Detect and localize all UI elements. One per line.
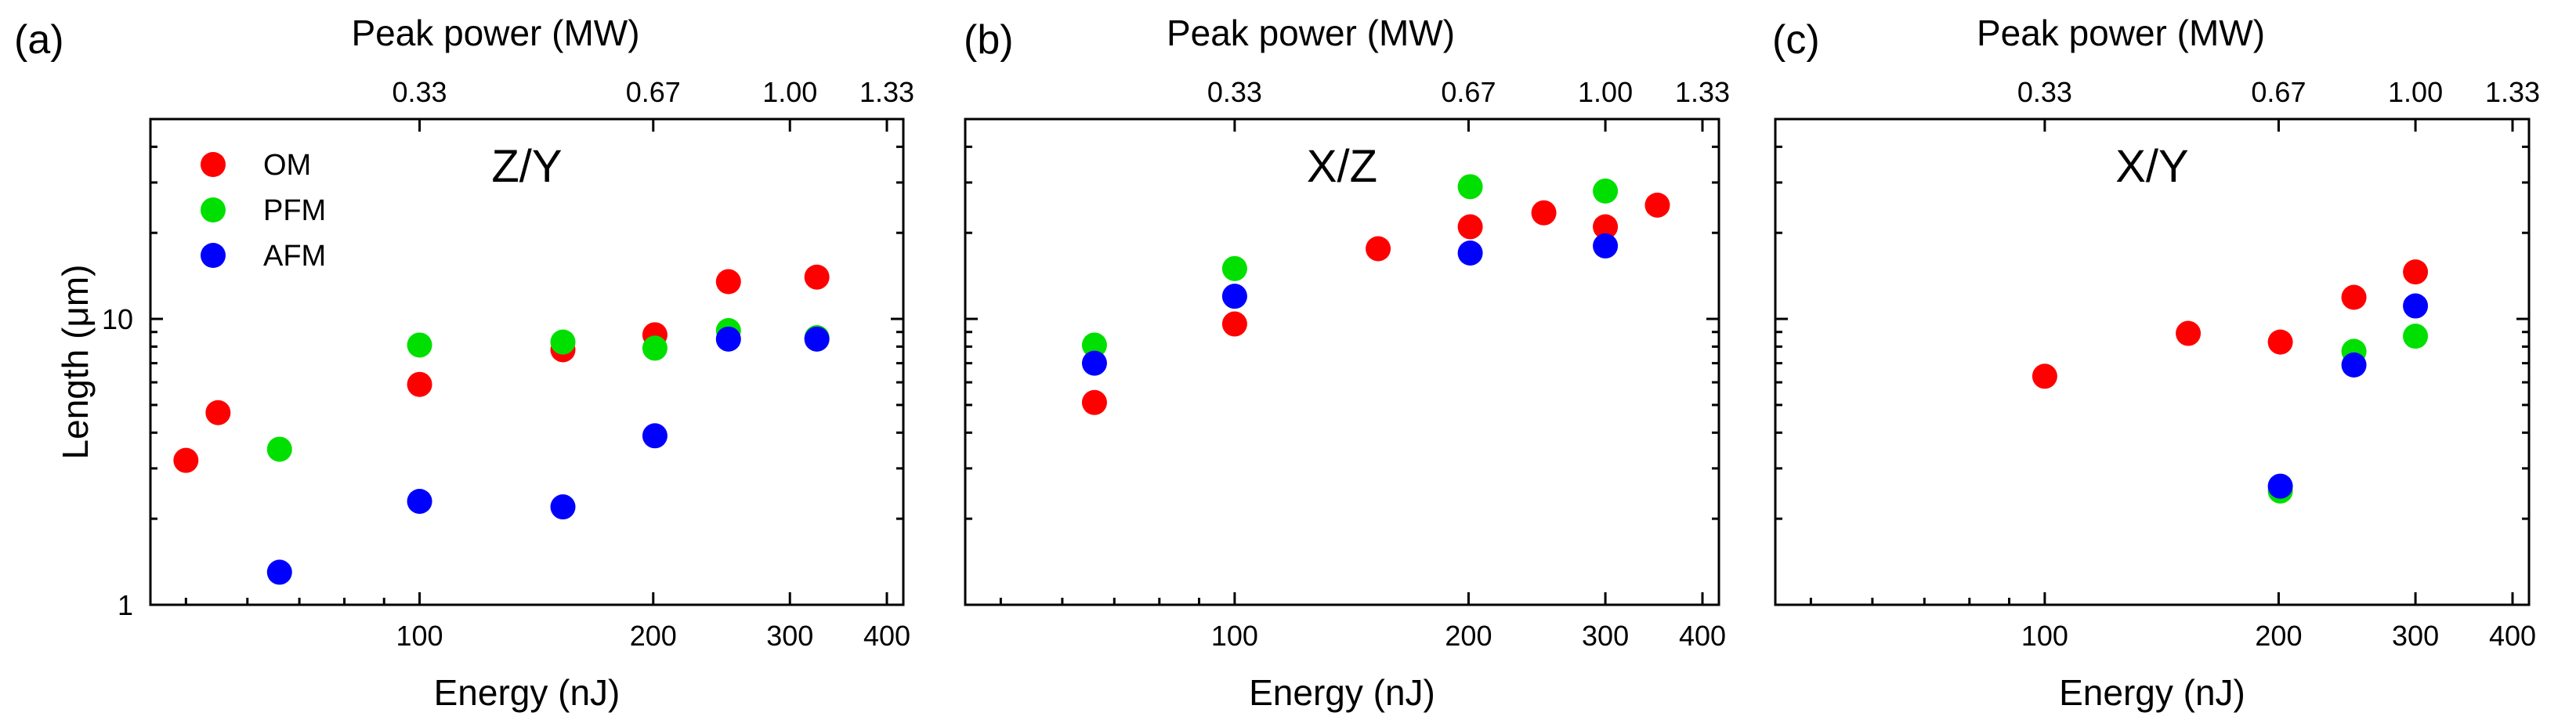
x-tick-label: 300 (1582, 620, 1629, 652)
x-tick-label: 300 (2392, 620, 2439, 652)
x-tick-label: 300 (766, 620, 813, 652)
x-axis-title: Energy (nJ) (434, 672, 620, 713)
x-tick-label: 200 (630, 620, 677, 652)
point-afm (266, 559, 292, 585)
top-tick-label: 0.33 (393, 76, 447, 108)
top-tick-label: 1.33 (2485, 76, 2540, 108)
point-afm (2403, 293, 2429, 319)
plot-frame (149, 118, 905, 606)
point-afm (2267, 473, 2293, 499)
point-om (1644, 192, 1670, 218)
point-afm (1457, 240, 1483, 266)
point-om (407, 371, 432, 397)
point-pfm (266, 436, 292, 462)
top-tick-label: 1.00 (2388, 76, 2443, 108)
x-axis-title: Energy (nJ) (1249, 672, 1435, 713)
point-om (1457, 214, 1483, 240)
point-afm (2341, 352, 2367, 378)
panel-title: X/Y (2115, 141, 2189, 192)
panel-2: (b) Peak power (MW) X/Z Energy (nJ) 100 200 30… (964, 13, 1730, 713)
top-tick-label: 1.33 (859, 76, 914, 108)
panel-label: (b) (964, 17, 1014, 63)
point-om (2341, 284, 2367, 310)
top-axis-title: Peak power (MW) (351, 13, 639, 53)
point-pfm (2403, 324, 2429, 349)
point-afm (1221, 284, 1247, 309)
y-axis-title: Length (μm) (55, 265, 96, 460)
point-om (2403, 259, 2429, 285)
panel-title: X/Z (1307, 141, 1377, 192)
x-tick-label: 400 (863, 620, 910, 652)
legend-marker-pfm (201, 197, 226, 222)
point-pfm (407, 332, 432, 358)
point-om (1081, 389, 1107, 415)
point-om (173, 447, 199, 473)
x-tick-label: 100 (1211, 620, 1258, 652)
legend-label-om: OM (263, 149, 311, 182)
point-afm (715, 326, 741, 352)
top-tick-label: 0.67 (1441, 76, 1496, 108)
point-om (1366, 236, 1391, 262)
panel-title: Z/Y (491, 141, 562, 192)
point-pfm (550, 329, 576, 355)
top-axis-title: Peak power (MW) (1977, 13, 2265, 53)
panel-label: (c) (1772, 17, 1820, 63)
legend-label-pfm: PFM (263, 194, 326, 227)
panel-label: (a) (14, 17, 64, 63)
point-pfm (1081, 332, 1107, 358)
point-afm (804, 326, 830, 352)
top-tick-label: 0.67 (626, 76, 681, 108)
point-om (715, 269, 741, 295)
point-afm (550, 494, 576, 520)
point-pfm (1457, 174, 1483, 200)
legend-marker-om (201, 152, 226, 177)
top-tick-label: 1.00 (762, 76, 817, 108)
point-om (2176, 320, 2202, 346)
point-afm (1593, 233, 1619, 259)
point-om (205, 400, 231, 425)
point-pfm (1221, 255, 1247, 281)
point-afm (407, 488, 432, 514)
top-axis-title: Peak power (MW) (1167, 13, 1455, 53)
panel-3: (c) Peak power (MW) X/Y Energy (nJ) 100 200 30… (1772, 13, 2540, 713)
x-tick-label: 400 (2489, 620, 2536, 652)
top-tick-label: 0.33 (1207, 76, 1262, 108)
point-om (1531, 200, 1557, 226)
x-axis-title: Energy (nJ) (2059, 672, 2245, 713)
point-om (1593, 214, 1619, 240)
top-tick-label: 0.67 (2251, 76, 2306, 108)
point-pfm (1593, 178, 1619, 204)
y-tick-label: 10 (102, 303, 133, 335)
point-pfm (642, 335, 668, 361)
x-tick-label: 100 (2021, 620, 2068, 652)
point-om (1221, 311, 1247, 337)
top-tick-label: 1.33 (1675, 76, 1730, 108)
point-om (2031, 364, 2057, 389)
panel-1: (a) Peak power (MW) Z/Y Energy (nJ) Length (… (14, 13, 914, 713)
x-tick-label: 200 (2255, 620, 2302, 652)
point-om (804, 264, 830, 290)
x-tick-label: 400 (1679, 620, 1726, 652)
x-tick-label: 200 (1445, 620, 1492, 652)
plot-frame (964, 118, 1720, 606)
legend: OM PFM AFM (201, 149, 326, 273)
point-om (2267, 329, 2293, 355)
point-afm (1081, 350, 1107, 376)
top-tick-label: 0.33 (2017, 76, 2072, 108)
x-tick-label: 100 (396, 620, 443, 652)
legend-marker-afm (201, 243, 226, 268)
legend-label-afm: AFM (263, 240, 326, 273)
plot-frame (1774, 118, 2531, 606)
point-afm (642, 423, 668, 449)
y-tick-label: 1 (118, 589, 133, 621)
top-tick-label: 1.00 (1578, 76, 1633, 108)
